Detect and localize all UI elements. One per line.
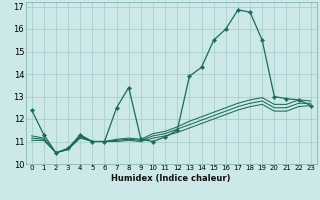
X-axis label: Humidex (Indice chaleur): Humidex (Indice chaleur): [111, 174, 231, 183]
